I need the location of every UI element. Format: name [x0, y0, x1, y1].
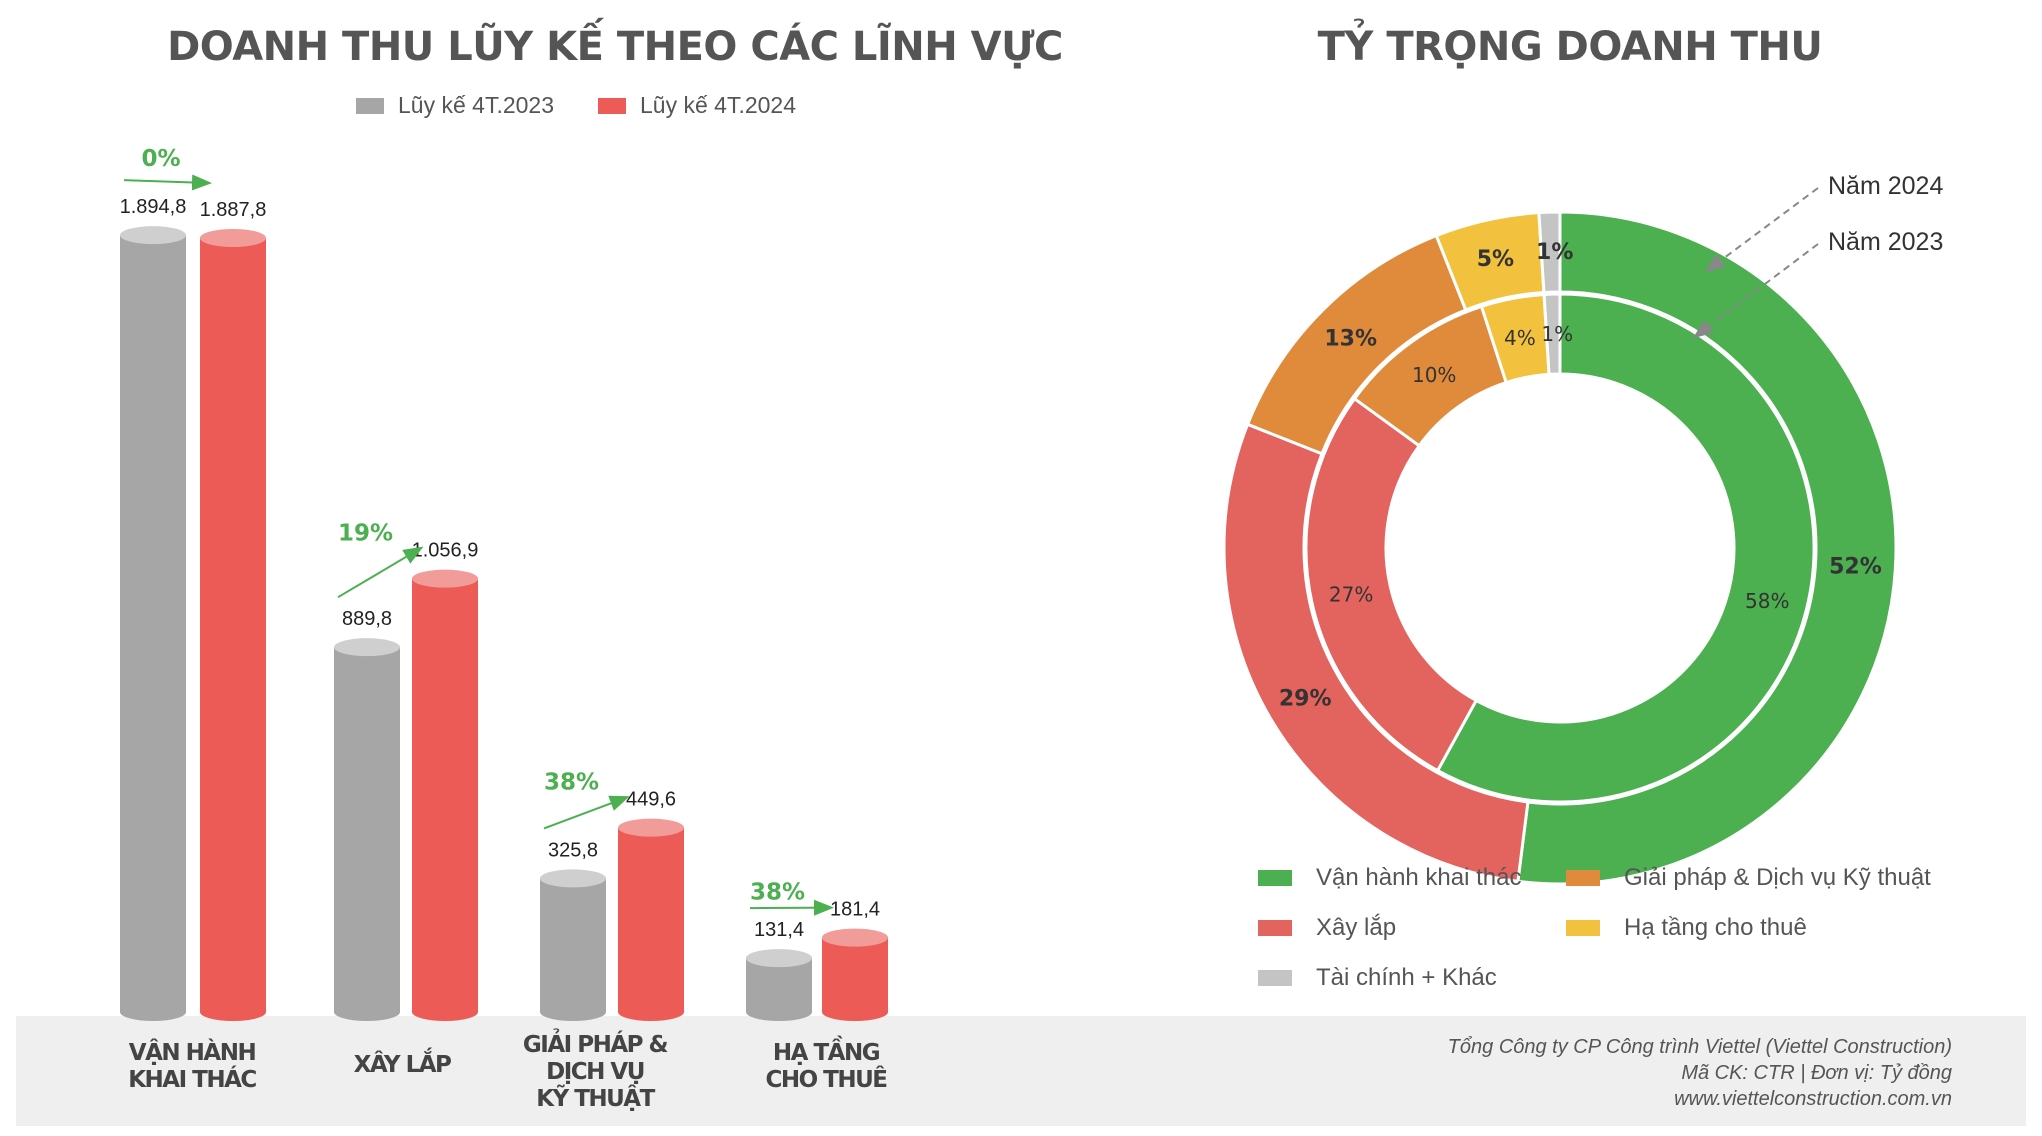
growth-arrow-1 [337, 546, 424, 599]
pie-legend-label-xay-lap: Xây lắp [1316, 914, 1397, 941]
pie-legend-label-ha-tang: Hạ tầng cho thuê [1624, 914, 1807, 941]
legend-item-2024: Lũy kế 4T.2024 [598, 92, 796, 119]
growth-arrow-2 [543, 795, 630, 830]
donut-label-2024-van-hanh: 52% [1829, 555, 1882, 580]
value-label-2023-2: 325,8 [548, 839, 598, 861]
pie-legend-swatch-ha-tang [1566, 920, 1600, 936]
category-label-xay-lap: XÂY LẮP [353, 1052, 452, 1078]
bar-2024-2 [618, 818, 684, 1021]
donut-slice-2023-van-hanh [1435, 292, 1816, 804]
callout-arrow-2024 [1704, 187, 1819, 273]
pie-legend-swatch-tai-chinh [1258, 970, 1292, 986]
value-label-2023-0: 1.894,8 [120, 196, 187, 218]
legend-swatch-2023 [356, 97, 384, 114]
category-label-ha-tang: HẠ TẦNG CHO THUÊ [765, 1040, 888, 1093]
category-label-giai-phap: GIẢI PHÁP & DỊCH VỤ KỸ THUẬT [522, 1032, 669, 1112]
donut-label-2024-ha-tang: 5% [1477, 247, 1514, 272]
donut-slice-2023-tai-chinh [1542, 292, 1562, 376]
footer-ticker-unit: Mã CK: CTR | Đơn vị: Tỷ đồng [1681, 1062, 1952, 1084]
growth-label-0: 0% [141, 146, 180, 172]
donut-chart: 52%29%13%5% 1%58%27%10%4% 1% [1222, 187, 1898, 886]
donut-label-2024-xay-lap: 29% [1279, 687, 1332, 712]
legend-item-2023: Lũy kế 4T.2023 [356, 92, 554, 119]
pie-legend-swatch-giai-phap [1566, 870, 1600, 886]
bar-chart-title: DOANH THU LŨY KẾ THEO CÁC LĨNH VỰC [167, 24, 1063, 70]
pie-legend-label-van-hanh: Vận hành khai thác [1316, 864, 1522, 891]
donut-slice-2024-xay-lap [1222, 422, 1530, 884]
pie-legend-label-tai-chinh: Tài chính + Khác [1316, 964, 1497, 991]
value-label-2024-3: 181,4 [830, 899, 880, 921]
series-callout-2024: Năm 2024 [1828, 172, 1944, 200]
pie-legend-giai-phap: Giải pháp & Dịch vụ Kỹ thuật [1566, 864, 1931, 892]
pie-legend-xay-lap: Xây lắp [1258, 914, 1396, 942]
series-callout-2023: Năm 2023 [1828, 228, 1944, 256]
donut-label-2024-giai-phap: 13% [1324, 327, 1377, 352]
category-label-van-hanh: VẬN HÀNH KHAI THÁC [128, 1040, 257, 1093]
value-label-2023-1: 889,8 [342, 608, 392, 630]
bar-2024-0 [200, 229, 266, 1021]
growth-label-1: 19% [338, 521, 393, 547]
donut-slice-2024-tai-chinh [1537, 210, 1562, 295]
donut-slice-2024-van-hanh [1516, 210, 1898, 886]
callout-arrow-2023 [1692, 243, 1819, 339]
bar-2023-3 [746, 949, 812, 1021]
footer-website: www.viettelconstruction.com.vn [1674, 1088, 1952, 1110]
pie-legend-ha-tang: Hạ tầng cho thuê [1566, 914, 1807, 942]
donut-label-2023-ha-tang: 4% [1504, 326, 1536, 350]
bar-2023-0 [120, 226, 186, 1021]
legend-swatch-2024 [598, 97, 626, 114]
donut-label-2023-giai-phap: 10% [1412, 363, 1456, 387]
growth-label-2: 38% [544, 770, 599, 796]
pie-legend-swatch-xay-lap [1258, 920, 1292, 936]
bar-2024-3 [822, 928, 888, 1021]
legend-label-2024: Lũy kế 4T.2024 [640, 92, 797, 118]
pie-legend-label-giai-phap: Giải pháp & Dịch vụ Kỹ thuật [1624, 864, 1931, 891]
pie-legend-swatch-van-hanh [1258, 870, 1292, 886]
growth-arrow-3 [749, 899, 834, 916]
growth-arrow-0 [123, 174, 212, 191]
donut-label-2023-tai-chinh: 1% [1541, 322, 1573, 346]
bar-2024-1 [412, 569, 478, 1021]
growth-label-3: 38% [750, 880, 805, 906]
pie-legend-van-hanh: Vận hành khai thác [1258, 864, 1522, 892]
value-label-2024-1: 1.056,9 [412, 540, 479, 562]
bar-2023-1 [334, 638, 400, 1021]
legend-label-2023: Lũy kế 4T.2023 [398, 92, 555, 118]
pie-chart-title: TỶ TRỌNG DOANH THU [1317, 24, 1823, 70]
footer-company: Tổng Công ty CP Công trình Viettel (Viet… [1447, 1036, 1952, 1058]
donut-label-2024-tai-chinh: 1% [1536, 240, 1573, 265]
donut-label-2023-van-hanh: 58% [1745, 589, 1789, 613]
bar-chart: 1.894,8 1.887,8 0% 889,8 1.056,9 19% 325,8 449,… [120, 146, 888, 1021]
footer-band [16, 1016, 2026, 1126]
donut-slice-2023-xay-lap [1304, 396, 1479, 773]
value-label-2024-2: 449,6 [626, 789, 676, 811]
value-label-2024-0: 1.887,8 [200, 199, 267, 221]
donut-label-2023-xay-lap: 27% [1329, 583, 1373, 607]
value-label-2023-3: 131,4 [754, 919, 804, 941]
pie-legend-tai-chinh: Tài chính + Khác [1258, 964, 1497, 992]
bar-2023-2 [540, 869, 606, 1021]
